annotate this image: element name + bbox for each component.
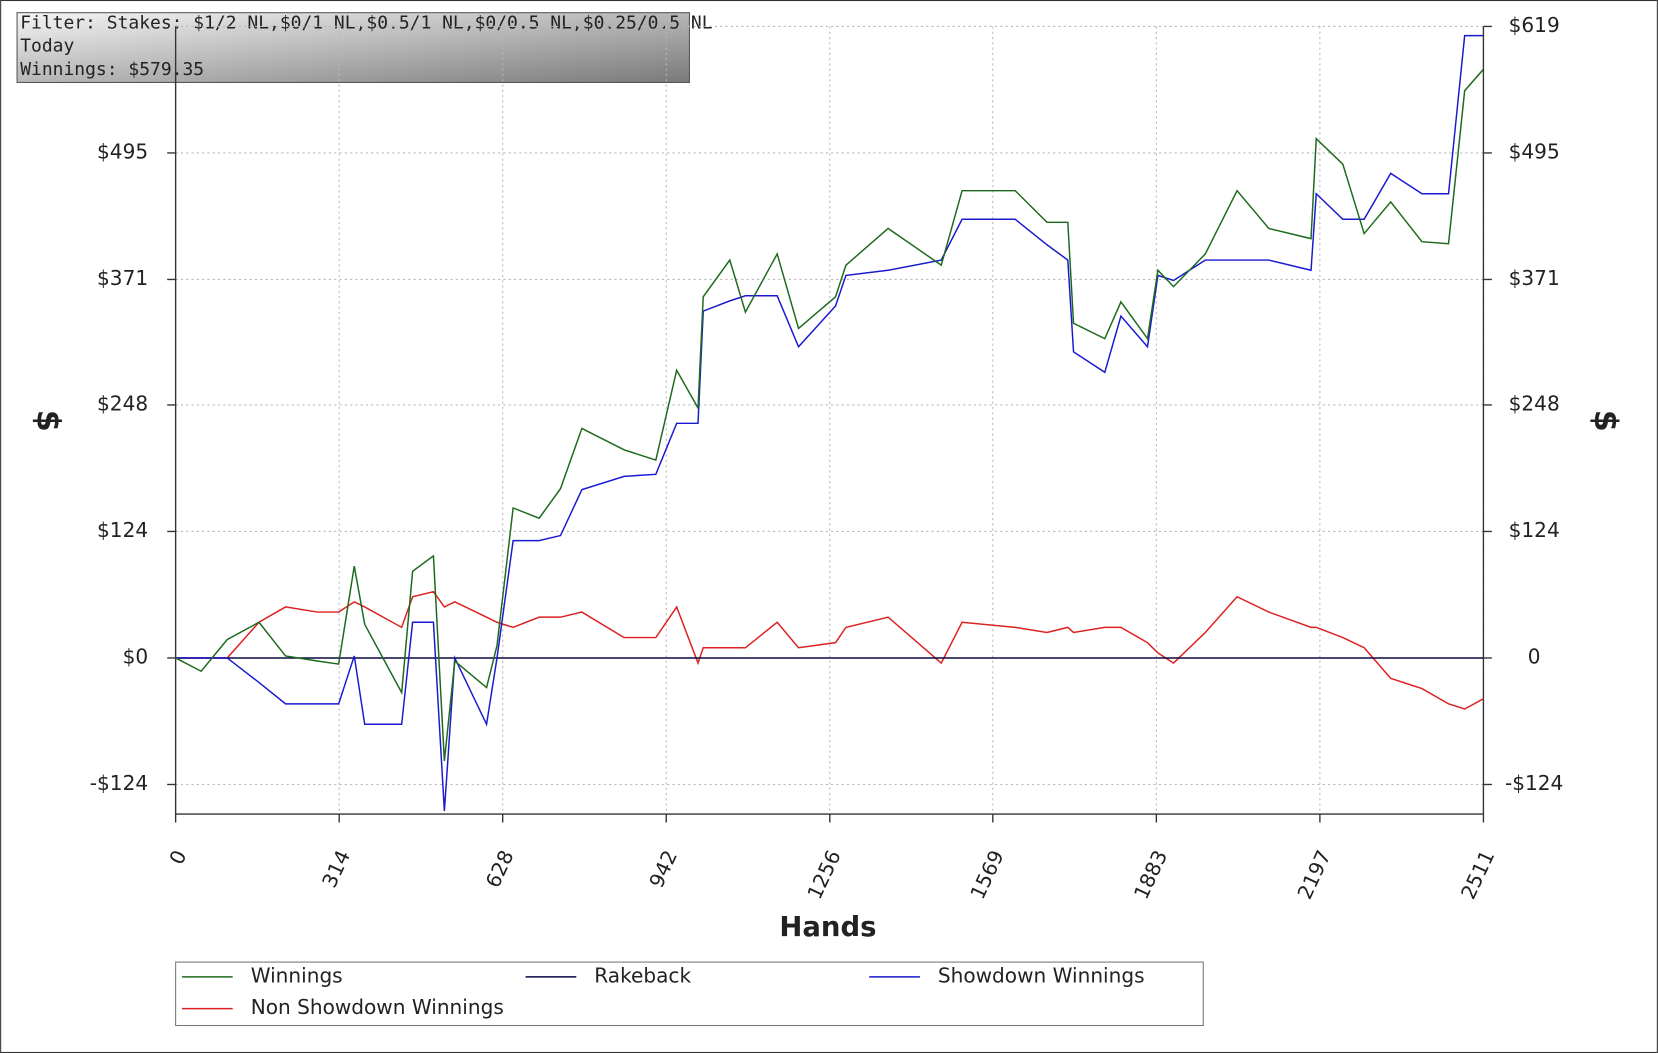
y2-tick-label: $248 (1509, 391, 1560, 415)
legend-label: Showdown Winnings (938, 963, 1145, 987)
y2-tick-label: $619 (1509, 13, 1560, 37)
y-tick-label: $495 (97, 139, 148, 163)
y2-tick-label: $124 (1509, 518, 1560, 542)
legend-label: Winnings (251, 963, 343, 987)
info-line: Winnings: $579.35 (20, 59, 204, 80)
series-line (175, 590, 1484, 710)
legend (175, 961, 1204, 1027)
legend-label: Rakeback (594, 963, 691, 987)
y2-tick-label: $371 (1509, 266, 1560, 290)
series-line (175, 34, 1484, 812)
y-tick-label: -$124 (90, 771, 148, 795)
info-box (16, 12, 690, 83)
y-tick-label: $248 (97, 391, 148, 415)
y2-tick-label: $495 (1509, 139, 1560, 163)
x-axis-title: Hands (779, 911, 876, 943)
y2-tick-label: 0 (1528, 644, 1541, 668)
y-tick-label: $371 (97, 266, 148, 290)
y2-tick-label: -$124 (1505, 771, 1563, 795)
info-line: Today (20, 36, 74, 57)
y-axis-title: $ (30, 410, 66, 432)
y2-axis-title: $ (1587, 410, 1623, 432)
info-line: Filter: Stakes: $1/2 NL,$0/1 NL,$0.5/1 N… (20, 12, 712, 33)
series-line (175, 68, 1484, 762)
legend-label: Non Showdown Winnings (251, 995, 504, 1019)
y-tick-label: $124 (97, 518, 148, 542)
y-tick-label: $0 (123, 644, 149, 668)
